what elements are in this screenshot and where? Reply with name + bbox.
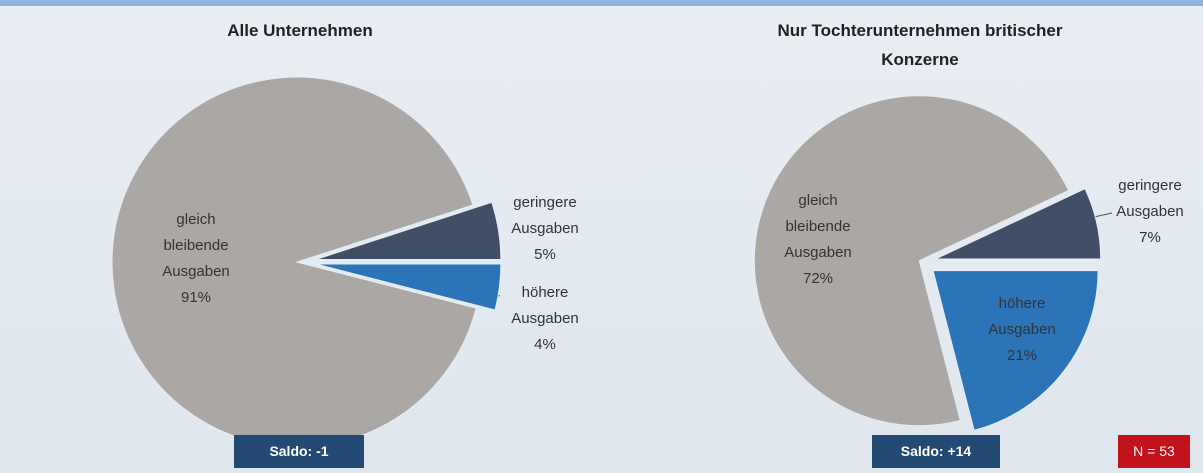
sample-size: N = 53 (1118, 435, 1190, 468)
slice-category: geringere Ausgaben (511, 194, 579, 237)
slice-value: 7% (1139, 229, 1161, 246)
saldo-box: Saldo: +14 (872, 435, 1000, 468)
slice-label: höhere Ausgaben 21% (988, 295, 1056, 364)
slice-category: gleich bleibende Ausgaben (784, 192, 852, 261)
word: Ausgaben (511, 220, 579, 237)
slice-value: 91% (181, 289, 211, 306)
pie-slice (753, 95, 1070, 427)
pie-slice (111, 76, 477, 448)
word: höhere (522, 284, 569, 301)
word: gleich (176, 211, 215, 228)
leader-line (1093, 212, 1113, 218)
word: Ausgaben (162, 263, 230, 280)
pie-slice (932, 270, 1099, 432)
slice-label: höhere Ausgaben 4% (511, 284, 579, 353)
word: bleibende (163, 237, 228, 254)
word: gleich (798, 192, 837, 209)
word: Ausgaben (988, 321, 1056, 338)
slice-category: höhere Ausgaben (511, 284, 579, 327)
slice-value: 5% (534, 246, 556, 263)
word: Ausgaben (511, 310, 579, 327)
word: bleibende (785, 218, 850, 235)
slice-category: gleich bleibende Ausgaben (162, 211, 230, 280)
pie-slice (935, 188, 1102, 260)
word: geringere (1118, 177, 1181, 194)
slice-label: geringere Ausgaben 7% (1116, 177, 1184, 246)
slice-value: 21% (1007, 347, 1037, 364)
pie-slice (315, 263, 502, 311)
chart-title: Nur Tochterunternehmen britischer Konzer… (777, 21, 1063, 69)
saldo-box: Saldo: -1 (234, 435, 364, 468)
chart-title: Alle Unternehmen (227, 21, 373, 40)
top-bar (0, 0, 1203, 6)
slice-value: 72% (803, 270, 833, 287)
word: Ausgaben (1116, 203, 1184, 220)
slice-label: geringere Ausgaben 5% (511, 194, 579, 263)
word: Ausgaben (784, 244, 852, 261)
pie-slice (315, 201, 502, 260)
slice-category: höhere Ausgaben (988, 295, 1056, 338)
slice-category: geringere Ausgaben (1116, 177, 1184, 220)
slice-label: gleich bleibende Ausgaben 72% (784, 192, 852, 287)
word: höhere (999, 295, 1046, 312)
word: geringere (513, 194, 576, 211)
slice-value: 4% (534, 336, 556, 353)
slice-label: gleich bleibende Ausgaben 91% (162, 211, 230, 306)
